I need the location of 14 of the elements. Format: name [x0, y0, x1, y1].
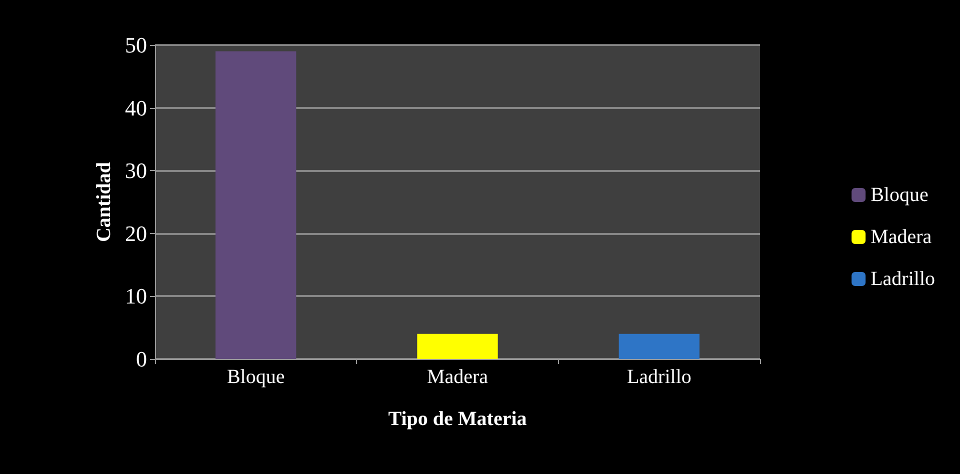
y-tick-label: 30: [125, 158, 147, 184]
x-axis-title: Tipo de Materia: [388, 408, 527, 430]
y-tick-label: 50: [125, 32, 147, 58]
x-tick-label: Madera: [426, 366, 488, 388]
y-tick-label: 0: [136, 346, 147, 372]
legend-label: Madera: [870, 226, 932, 248]
y-tick-label: 40: [125, 95, 147, 120]
x-tick-label: Bloque: [226, 366, 285, 388]
y-axis-title: Cantidad: [93, 162, 116, 242]
y-tick-label: 10: [125, 284, 147, 309]
legend-label: Bloque: [870, 184, 928, 206]
y-tick-label: 20: [125, 220, 147, 246]
x-tick-label: Ladrillo: [626, 366, 692, 388]
legend-label: Ladrillo: [870, 268, 936, 290]
